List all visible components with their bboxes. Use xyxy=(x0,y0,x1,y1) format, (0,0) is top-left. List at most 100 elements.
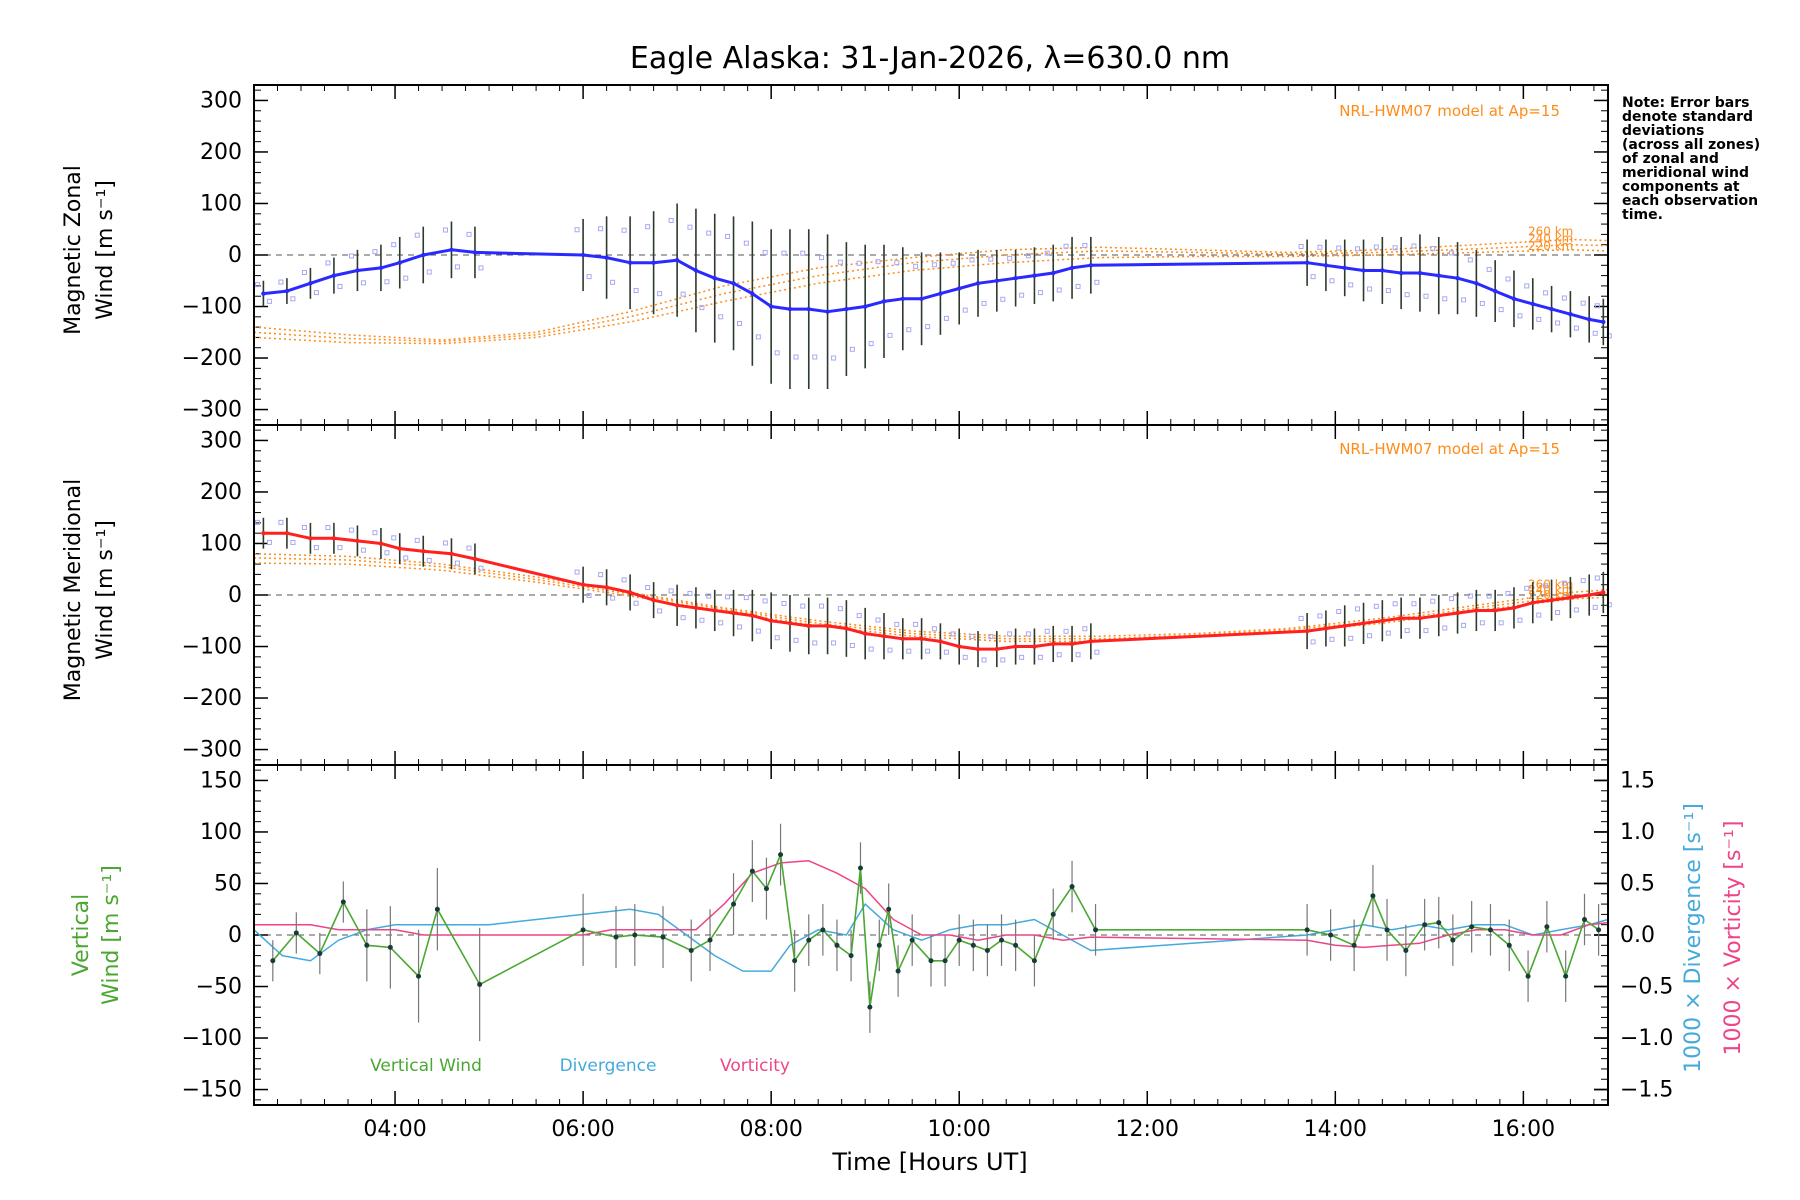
xtick-label: 06:00 xyxy=(551,1117,614,1142)
zonal-zone-sample xyxy=(875,259,881,265)
meridional-zone-sample xyxy=(1298,615,1304,621)
zonal-zone-sample xyxy=(849,346,855,352)
meridional-series-point xyxy=(355,538,360,544)
meridional-series-point xyxy=(1586,592,1592,598)
meridional-series-point xyxy=(1474,608,1479,613)
meridional-series-line xyxy=(263,531,1604,651)
meridional-zone-sample xyxy=(1056,652,1062,658)
meridional-series-point xyxy=(1417,615,1423,621)
zonal-series-point xyxy=(1417,270,1423,276)
zonal-zone-sample xyxy=(1392,245,1398,251)
vertical-wind-point xyxy=(293,930,299,936)
zonal-zone-sample xyxy=(1461,297,1467,303)
meridional-series-point xyxy=(261,530,266,536)
zonal-series-point xyxy=(1549,306,1554,312)
meridional-series-point xyxy=(580,582,586,587)
zonal-ytick-label: −100 xyxy=(182,295,242,320)
zonal-zone-sample xyxy=(699,305,705,311)
vertical-wind-point xyxy=(749,868,755,874)
meridional-zone-sample xyxy=(737,624,743,630)
vertical-wind-point xyxy=(1544,924,1550,930)
note-line: components at xyxy=(1622,179,1740,195)
meridional-series-point xyxy=(844,626,849,631)
zonal-series-point xyxy=(1511,296,1517,301)
note-line: denote standard xyxy=(1622,109,1753,125)
x-axis-label: Time [Hours UT] xyxy=(831,1148,1027,1176)
zonal-zone-sample xyxy=(1536,316,1542,322)
note-line: Note: Error bars xyxy=(1622,95,1749,111)
zonal-ytick-label: −200 xyxy=(182,346,242,371)
meridional-zone-sample xyxy=(743,595,749,601)
meridional-zone-sample xyxy=(1007,631,1013,637)
meridional-ylabel-line1: Magnetic Meridional xyxy=(61,479,86,701)
meridional-ytick-label: −300 xyxy=(182,738,242,763)
zonal-zone-sample xyxy=(755,334,761,340)
meridional-zone-sample xyxy=(943,649,949,655)
zonal-zone-sample xyxy=(819,255,825,261)
meridional-zone-sample xyxy=(290,539,296,545)
zonal-series-point xyxy=(1088,263,1094,268)
meridional-zone-sample xyxy=(812,640,818,646)
zonal-zone-sample xyxy=(1336,245,1342,251)
zonal-model-level-label: 260 km xyxy=(1528,225,1573,239)
zonal-series-point xyxy=(397,260,402,265)
vertical-ytick-label: −100 xyxy=(182,1026,242,1051)
vertical-wind-point xyxy=(1487,927,1493,933)
vertical-frame xyxy=(253,764,1609,1106)
zonal-zone-sample xyxy=(442,227,448,233)
meridional-zone-sample xyxy=(687,590,693,596)
meridional-zone-sample xyxy=(906,648,912,654)
zonal-zone-sample xyxy=(1082,242,1088,248)
zonal-zone-sample xyxy=(1348,282,1354,288)
zonal-zone-sample xyxy=(1573,325,1579,331)
zonal-zone-sample xyxy=(1056,287,1062,293)
vertical-wind-point xyxy=(763,886,769,892)
vertical-wind-point xyxy=(984,947,990,953)
y2-tick-label: 1.0 xyxy=(1620,820,1655,845)
meridional-zone-sample xyxy=(1592,604,1598,610)
zonal-series-point xyxy=(674,257,680,263)
meridional-zone-sample xyxy=(894,621,900,627)
zonal-series-point xyxy=(331,273,337,278)
meridional-series-point xyxy=(397,546,402,551)
zonal-model-curve xyxy=(253,238,1609,341)
zonal-zone-sample xyxy=(348,253,354,259)
zonal-series-point xyxy=(308,281,313,286)
zonal-zone-sample xyxy=(1025,253,1031,259)
meridional-zone-sample xyxy=(426,557,432,563)
meridional-series-point xyxy=(1549,597,1554,603)
zonal-zone-sample xyxy=(574,227,580,233)
y2-tick-label: 0.0 xyxy=(1620,923,1655,948)
meridional-zone-sample xyxy=(266,539,272,545)
zonal-zone-sample xyxy=(812,354,818,360)
legend-vorticity: Vorticity xyxy=(720,1056,790,1076)
meridional-zone-sample xyxy=(1430,598,1436,604)
zonal-zone-sample xyxy=(962,307,968,313)
vertical-wind-point xyxy=(806,937,812,943)
zonal-zone-sample xyxy=(372,249,378,255)
zonal-zone-sample xyxy=(718,314,724,320)
vertical-wind-point xyxy=(688,947,694,953)
meridional-zone-sample xyxy=(800,603,806,609)
vertical-wind-point xyxy=(1013,942,1019,948)
meridional-zone-sample xyxy=(1336,608,1342,614)
vertical-wind-point xyxy=(1328,932,1334,938)
vertical-wind-point xyxy=(848,953,854,959)
zonal-model-level-label: 220 km xyxy=(1528,239,1573,253)
zonal-series-point xyxy=(1568,312,1573,317)
zonal-zone-sample xyxy=(1543,290,1549,296)
meridional-zone-sample xyxy=(1385,630,1391,636)
meridional-zone-sample xyxy=(849,642,855,648)
meridional-zone-sample xyxy=(1479,620,1485,626)
meridional-zone-sample xyxy=(1075,652,1081,658)
xtick-label: 14:00 xyxy=(1304,1117,1367,1142)
zonal-zone-sample xyxy=(1423,293,1429,299)
vertical-wind-point xyxy=(660,934,666,940)
meridional-zone-sample xyxy=(1094,649,1100,655)
vertical-wind-point xyxy=(1450,937,1456,943)
meridional-zone-sample xyxy=(793,637,799,643)
vertical-wind-point xyxy=(580,927,586,933)
meridional-series-point xyxy=(284,530,290,536)
zonal-zone-sample xyxy=(1075,283,1081,289)
